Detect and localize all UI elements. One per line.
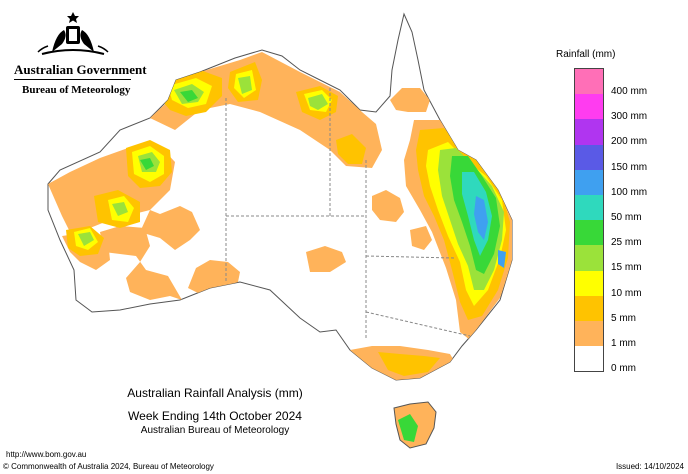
legend-swatch: [575, 320, 603, 347]
bom-url-link[interactable]: http://www.bom.gov.au: [6, 450, 87, 459]
map-source: Australian Bureau of Meteorology: [140, 425, 290, 436]
legend-label: 100 mm: [611, 186, 648, 198]
legend-label: 0 mm: [611, 363, 636, 375]
legend-label: 300 mm: [611, 111, 648, 123]
rain-100mm-areas: [474, 196, 506, 268]
legend-label: 200 mm: [611, 136, 648, 148]
legend-swatch: [575, 346, 603, 372]
legend-label: 10 mm: [611, 287, 642, 299]
legend-swatch: [575, 94, 603, 120]
issued-date: Issued: 14/10/2024: [615, 462, 684, 471]
map-title: Australian Rainfall Analysis (mm): [127, 386, 303, 400]
legend-swatch: [575, 194, 603, 221]
government-name: Australian Government: [14, 62, 147, 77]
map-week: Week Ending 14th October 2024: [128, 409, 302, 423]
legend-swatch: [575, 69, 603, 95]
legend-label: 1 mm: [611, 338, 636, 349]
legend-swatch: [575, 245, 603, 271]
legend-swatch: [575, 295, 603, 321]
legend-title: Rainfall (mm): [556, 49, 616, 60]
legend-label: 50 mm: [611, 212, 642, 223]
coat-of-arms-logo: [37, 12, 109, 55]
legend-swatch: [575, 169, 603, 195]
legend-label: 400 mm: [611, 86, 648, 97]
rainfall-legend: [574, 68, 604, 373]
legend-label: 15 mm: [611, 262, 642, 274]
legend-label: 25 mm: [611, 237, 642, 249]
legend-swatch: [575, 119, 603, 145]
legend-swatch: [575, 270, 603, 296]
legend-label: 5 mm: [611, 312, 636, 324]
logo-divider: [14, 79, 131, 80]
legend-swatch: [575, 220, 603, 246]
copyright-text: © Commonwealth of Australia 2024, Bureau…: [3, 462, 214, 471]
legend-label: 150 mm: [611, 161, 648, 173]
tasmania-rain: [398, 414, 418, 442]
state-borders: [225, 88, 471, 340]
legend-swatch: [575, 144, 603, 170]
bureau-name: Bureau of Meteorology: [22, 84, 131, 96]
